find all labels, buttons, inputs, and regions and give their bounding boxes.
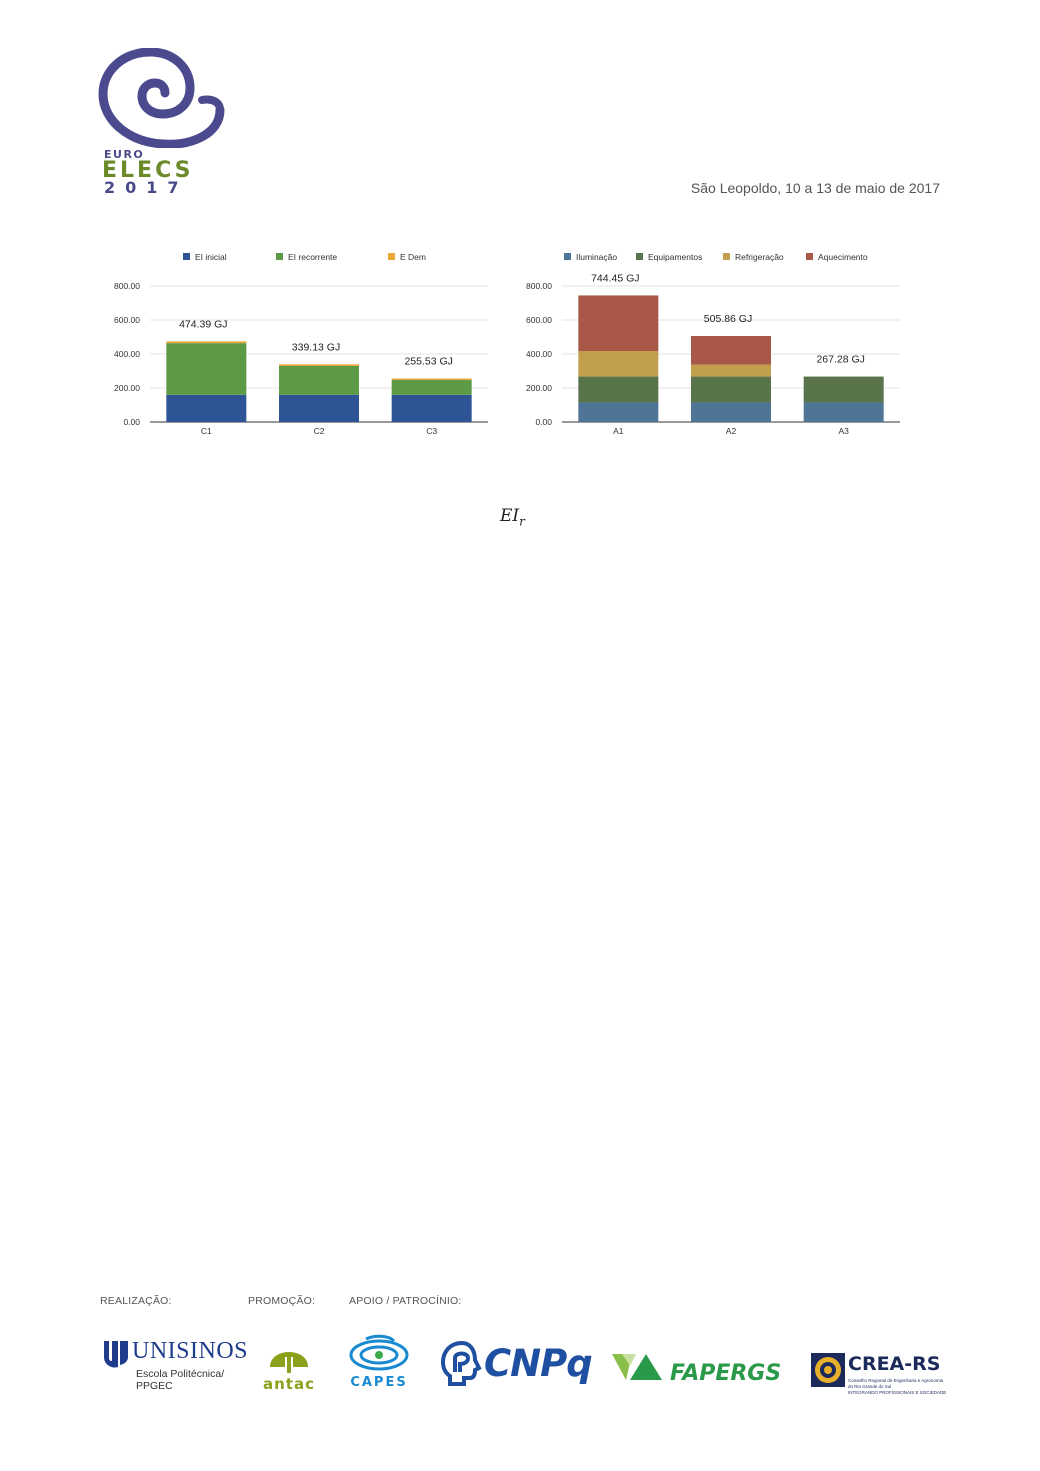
legend-label: EI recorrente — [288, 252, 337, 262]
capes-eye-icon — [349, 1334, 409, 1371]
bar-total-label: 267.28 GJ — [816, 354, 864, 366]
x-tick-label: C3 — [426, 426, 437, 436]
formula-subscript: r — [519, 514, 525, 529]
bar-segment — [166, 394, 247, 422]
bar-segment — [578, 351, 659, 377]
bar-segment — [691, 336, 771, 365]
legend-swatch — [806, 253, 813, 260]
bar-total-label: 505.86 GJ — [704, 313, 752, 325]
antac-tree-icon — [270, 1352, 308, 1373]
legend-swatch — [564, 253, 571, 260]
legend-swatch — [388, 253, 395, 260]
unisinos-subtitle-line1: Escola Politécnica/ — [136, 1368, 225, 1380]
capes-name: CAPES — [350, 1375, 408, 1390]
bar-segment — [279, 394, 359, 422]
y-tick-label: 800.00 — [114, 281, 140, 291]
footer-label-realizacao: REALIZAÇÃO: — [100, 1295, 172, 1307]
bar-segment — [803, 376, 884, 403]
y-tick-label: 800.00 — [526, 281, 552, 291]
legend-swatch — [636, 253, 643, 260]
crea-subtitle-line3: INTEGRANDO PROFISSIONAIS E SOCIEDADE — [848, 1390, 947, 1395]
logo-euro-text: EURO — [104, 148, 145, 161]
legend-swatch — [723, 253, 730, 260]
bar-segment — [578, 402, 659, 422]
x-tick-label: A3 — [838, 426, 849, 436]
x-tick-label: C2 — [314, 426, 325, 436]
bar-total-label: 744.45 GJ — [591, 272, 639, 284]
legend-label: EI inicial — [195, 252, 227, 262]
unisinos-logo: UNISINOS Escola Politécnica/ PPGEC — [100, 1335, 250, 1395]
fapergs-logo: FAPERGS — [612, 1350, 792, 1390]
logo-elecs-text: ELECS — [102, 158, 194, 183]
y-tick-label: 400.00 — [526, 349, 552, 359]
legend-label: Iluminação — [576, 252, 617, 262]
x-tick-label: C1 — [201, 426, 212, 436]
spiral-logo-icon — [98, 48, 225, 148]
cnpq-logo: CNPq — [440, 1340, 593, 1390]
event-location-date: São Leopoldo, 10 a 13 de maio de 2017 — [690, 180, 940, 196]
fapergs-triangle-icon — [612, 1354, 662, 1380]
formula-ei-r: EIr — [500, 506, 525, 528]
y-tick-label: 200.00 — [526, 383, 552, 393]
legend-label: Refrigeração — [735, 252, 784, 262]
unisinos-name: UNISINOS — [132, 1338, 249, 1364]
crea-subtitle-line1: Conselho Regional de Engenharia e Agrono… — [848, 1378, 944, 1383]
footer-label-apoio: APOIO / PATROCÍNIO: — [349, 1295, 462, 1307]
y-tick-label: 400.00 — [114, 349, 140, 359]
crea-subtitle-line2: do Rio Grande do Sul — [848, 1384, 892, 1389]
y-tick-label: 600.00 — [114, 315, 140, 325]
y-tick-label: 600.00 — [526, 315, 552, 325]
legend-label: Aquecimento — [818, 252, 868, 262]
bar-segment — [803, 402, 884, 422]
crea-rs-logo: CREA-RS Conselho Regional de Engenharia … — [810, 1350, 950, 1395]
formula-base: EI — [500, 506, 520, 526]
stacked-bar-chart-c: 0.00 200.00 400.00 600.00 800.00 EI inicial EI… — [114, 252, 488, 436]
y-tick-label: 0.00 — [535, 417, 552, 427]
cnpq-head-icon — [440, 1340, 482, 1386]
bar-segment — [391, 378, 472, 381]
chart-left-container: 0.00 200.00 400.00 600.00 800.00 EI inicial EI… — [100, 240, 500, 455]
bar-segment — [166, 341, 247, 344]
bar-total-label: 339.13 GJ — [292, 341, 340, 353]
logo-year-text: 2017 — [104, 178, 189, 197]
bar-segment — [691, 402, 771, 422]
bar-segment — [691, 376, 771, 403]
bar-segment — [279, 365, 359, 395]
x-tick-label: A1 — [613, 426, 624, 436]
crea-subtitle: Conselho Regional de Engenharia e Agrono… — [848, 1378, 948, 1396]
antac-name: antac — [263, 1375, 315, 1393]
capes-logo: CAPES — [348, 1333, 410, 1393]
y-tick-label: 200.00 — [114, 383, 140, 393]
bar-segment — [279, 364, 359, 366]
bar-total-label: 474.39 GJ — [179, 318, 227, 330]
legend-swatch — [183, 253, 190, 260]
crea-name: CREA-RS — [848, 1353, 941, 1375]
bar-segment — [578, 376, 659, 403]
x-tick-label: A2 — [726, 426, 737, 436]
bar-segment — [578, 295, 659, 352]
crea-seal-icon — [811, 1353, 845, 1387]
unisinos-subtitle-line2: PPGEC — [136, 1380, 173, 1392]
stacked-bar-chart-a: 0.00 200.00 400.00 600.00 800.00 Iluminação Eq… — [526, 252, 900, 436]
legend-swatch — [276, 253, 283, 260]
bar-segment — [166, 343, 247, 395]
y-tick-label: 0.00 — [123, 417, 140, 427]
cnpq-name: CNPq — [484, 1342, 593, 1385]
bar-segment — [391, 380, 472, 395]
footer-label-promocao: PROMOÇÃO: — [248, 1295, 316, 1307]
unisinos-u-icon — [104, 1341, 128, 1368]
bar-segment — [691, 364, 771, 377]
bar-total-label: 255.53 GJ — [404, 356, 452, 368]
chart-right-container: 0.00 200.00 400.00 600.00 800.00 Iluminação Eq… — [512, 240, 912, 455]
euro-elecs-logo: EURO ELECS 2017 — [98, 48, 228, 198]
bar-segment — [391, 394, 472, 422]
legend-label: E Dem — [400, 252, 426, 262]
unisinos-subtitle: Escola Politécnica/ PPGEC — [136, 1368, 246, 1392]
fapergs-name: FAPERGS — [670, 1361, 782, 1386]
legend-label: Equipamentos — [648, 252, 702, 262]
antac-logo: antac — [254, 1335, 324, 1395]
